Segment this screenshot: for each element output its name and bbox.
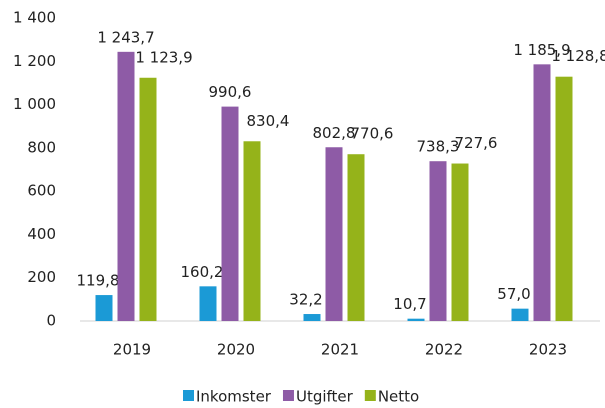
value-label: 770,6 <box>351 125 394 143</box>
bar <box>407 318 425 321</box>
legend-label: Netto <box>378 388 419 406</box>
x-tick-label: 2019 <box>113 341 151 359</box>
legend-label: Inkomster <box>196 388 272 406</box>
x-tick-label: 2022 <box>425 341 463 359</box>
bar <box>303 314 321 321</box>
value-label: 57,0 <box>497 285 530 303</box>
x-tick-label: 2021 <box>321 341 359 359</box>
bar <box>325 147 343 321</box>
bar <box>139 77 157 322</box>
value-label: 1 128,8 <box>551 47 605 65</box>
value-label: 119,8 <box>77 272 120 290</box>
value-label: 802,8 <box>313 124 356 142</box>
y-tick-label: 1 000 <box>13 95 56 113</box>
legend-label: Utgifter <box>296 388 354 406</box>
bar <box>533 64 551 322</box>
x-tick-label: 2023 <box>529 341 567 359</box>
y-tick-label: 200 <box>27 268 56 286</box>
bar <box>117 51 135 321</box>
bar <box>511 308 529 321</box>
value-label: 738,3 <box>417 138 460 156</box>
value-label: 1 123,9 <box>135 48 192 66</box>
bar <box>347 154 365 321</box>
value-label: 727,6 <box>455 134 498 152</box>
bar <box>199 286 217 321</box>
y-tick-label: 1 200 <box>13 52 56 70</box>
legend-swatch <box>364 390 376 401</box>
value-label: 160,2 <box>181 263 224 281</box>
y-tick-label: 600 <box>27 182 56 200</box>
value-label: 32,2 <box>289 291 322 309</box>
bar <box>243 141 261 321</box>
y-tick-label: 1 400 <box>13 9 56 27</box>
bar <box>555 76 573 321</box>
bar <box>451 163 469 321</box>
bar <box>221 106 239 321</box>
value-label: 1 243,7 <box>97 28 154 46</box>
legend-swatch <box>183 390 194 401</box>
bar <box>95 295 113 321</box>
y-tick-label: 800 <box>27 138 56 156</box>
y-tick-label: 400 <box>27 225 56 243</box>
bar <box>429 161 447 321</box>
y-tick-label: 0 <box>46 312 56 330</box>
value-label: 10,7 <box>393 295 426 313</box>
legend-swatch <box>282 390 294 401</box>
value-label: 830,4 <box>247 112 290 130</box>
value-label: 1 185,9 <box>513 41 570 59</box>
value-label: 990,6 <box>209 83 252 101</box>
x-tick-label: 2020 <box>217 341 255 359</box>
